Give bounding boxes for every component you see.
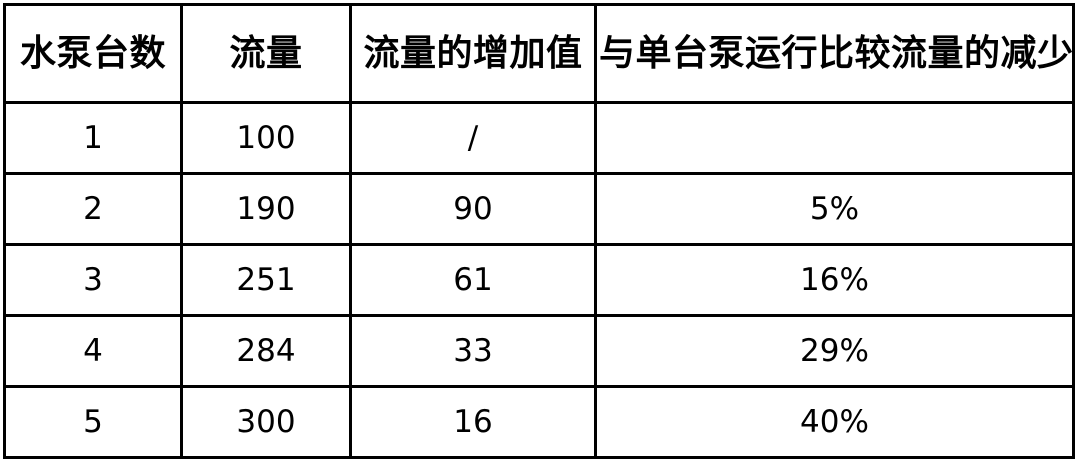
table-row: 5 300 16 40% (3, 385, 1075, 459)
table-row: 4 284 33 29% (3, 314, 1075, 388)
cell-pumps: 5 (3, 385, 183, 459)
table-row: 2 190 90 5% (3, 172, 1075, 246)
cell-flow: 100 (180, 101, 352, 175)
table-header-row: 水泵台数 流量 流量的增加值 与单台泵运行比较流量的减少 (3, 3, 1075, 104)
table-row: 3 251 61 16% (3, 243, 1075, 317)
cell-flow-reduction: 29% (594, 314, 1075, 388)
cell-pumps: 3 (3, 243, 183, 317)
cell-flow-increase: 90 (349, 172, 597, 246)
cell-pumps: 2 (3, 172, 183, 246)
cell-flow: 284 (180, 314, 352, 388)
column-header-flow-increase: 流量的增加值 (349, 3, 597, 104)
cell-flow: 300 (180, 385, 352, 459)
cell-flow-increase: / (349, 101, 597, 175)
cell-flow-increase: 33 (349, 314, 597, 388)
cell-flow-reduction: 16% (594, 243, 1075, 317)
cell-flow-reduction: 40% (594, 385, 1075, 459)
column-header-flow-reduction: 与单台泵运行比较流量的减少 (594, 3, 1075, 104)
pump-flow-table: 水泵台数 流量 流量的增加值 与单台泵运行比较流量的减少 1 100 / 2 1… (3, 3, 1075, 459)
table-header: 水泵台数 流量 流量的增加值 与单台泵运行比较流量的减少 (3, 3, 1075, 104)
table-body: 1 100 / 2 190 90 5% 3 251 61 16% 4 284 3… (3, 101, 1075, 459)
column-header-pumps: 水泵台数 (3, 3, 183, 104)
cell-flow-increase: 16 (349, 385, 597, 459)
cell-flow-reduction (594, 101, 1075, 175)
cell-flow: 251 (180, 243, 352, 317)
table-row: 1 100 / (3, 101, 1075, 175)
cell-pumps: 1 (3, 101, 183, 175)
cell-flow: 190 (180, 172, 352, 246)
column-header-flow: 流量 (180, 3, 352, 104)
cell-flow-reduction: 5% (594, 172, 1075, 246)
cell-pumps: 4 (3, 314, 183, 388)
cell-flow-increase: 61 (349, 243, 597, 317)
